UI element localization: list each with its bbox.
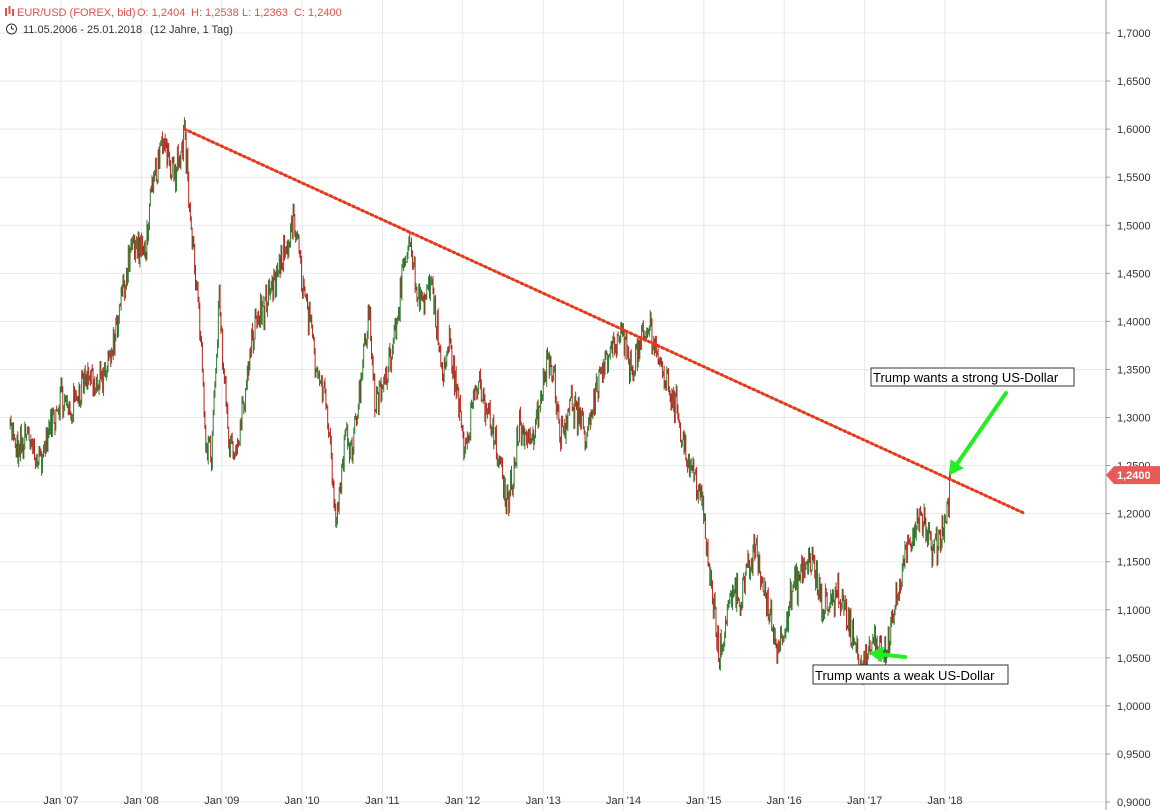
header: EUR/USD (FOREX, bid) O: 1,2404 H: 1,2538… xyxy=(5,6,342,36)
x-tick-label: Jan '17 xyxy=(847,795,882,807)
x-tick-label: Jan '14 xyxy=(606,795,641,807)
y-tick-label: 0,9500 xyxy=(1117,749,1151,761)
chart-type-icon xyxy=(5,6,14,16)
price-marker: 1,2400 xyxy=(1106,466,1160,485)
trendline xyxy=(182,127,1027,516)
y-tick-label: 1,3000 xyxy=(1117,413,1151,425)
x-tick-label: Jan '09 xyxy=(204,795,239,807)
price-series xyxy=(9,117,951,686)
y-tick-label: 1,6000 xyxy=(1117,124,1151,136)
y-tick-label: 1,3500 xyxy=(1117,364,1151,376)
x-tick-label: Jan '13 xyxy=(526,795,561,807)
annotation-box xyxy=(870,367,1075,387)
annotation-arrow-head xyxy=(949,459,964,476)
annotations: Trump wants a strong US-Dollar Trump want… xyxy=(812,367,1075,685)
y-tick-label: 1,2000 xyxy=(1117,509,1151,521)
grid-lines xyxy=(0,0,1106,810)
y-axis: 0,9000 0,9500 1,0000 1,0500 1,1000 1,1500 1,20… xyxy=(1105,0,1151,810)
annotation-box xyxy=(812,664,1009,685)
annotation-text: Trump wants a strong US-Dollar xyxy=(873,370,1059,385)
annotation-arrow-shaft xyxy=(880,652,907,659)
x-tick-label: Jan '08 xyxy=(124,795,159,807)
annotation-text: Trump wants a weak US-Dollar xyxy=(815,668,995,683)
symbol-label[interactable]: EUR/USD (FOREX, bid) xyxy=(17,7,136,19)
date-range[interactable]: 11.05.2006 - 25.01.2018 xyxy=(23,24,142,36)
x-tick-label: Jan '15 xyxy=(686,795,721,807)
x-tick-label: Jan '10 xyxy=(285,795,320,807)
period-label: (12 Jahre, 1 Tag) xyxy=(150,24,233,36)
ohlc-open: O: 1,2404 xyxy=(137,7,185,19)
y-tick-label: 1,5000 xyxy=(1117,220,1151,232)
y-tick-label: 1,0500 xyxy=(1117,653,1151,665)
annotation-arrow-shaft xyxy=(955,391,1008,466)
x-tick-label: Jan '18 xyxy=(927,795,962,807)
y-tick-label: 1,1000 xyxy=(1117,605,1151,617)
y-tick-label: 1,7000 xyxy=(1117,28,1151,40)
y-tick-label: 1,6500 xyxy=(1117,76,1151,88)
clock-icon xyxy=(6,23,17,35)
x-tick-label: Jan '12 xyxy=(445,795,480,807)
price-marker-label: 1,2400 xyxy=(1117,470,1151,482)
ohlc-close: C: 1,2400 xyxy=(294,7,342,19)
y-tick-label: 1,4500 xyxy=(1117,268,1151,280)
x-tick-label: Jan '11 xyxy=(365,795,399,807)
y-tick-label: 1,0000 xyxy=(1117,701,1151,713)
y-tick-label: 0,9000 xyxy=(1117,797,1151,809)
x-axis: Jan '07 Jan '08 Jan '09 Jan '10 Jan '11 Jan '… xyxy=(43,795,962,807)
x-tick-label: Jan '16 xyxy=(767,795,802,807)
annotation-arrow-head xyxy=(868,646,884,663)
y-tick-label: 1,1500 xyxy=(1117,557,1151,569)
x-tick-label: Jan '07 xyxy=(43,795,78,807)
y-tick-label: 1,4000 xyxy=(1117,316,1151,328)
trendline-path xyxy=(182,127,1027,516)
ohlc-high: H: 1,2538 xyxy=(191,7,239,19)
ohlc-low: L: 1,2363 xyxy=(242,7,288,19)
y-tick-label: 1,5500 xyxy=(1117,172,1151,184)
price-marker-badge xyxy=(1106,466,1160,485)
